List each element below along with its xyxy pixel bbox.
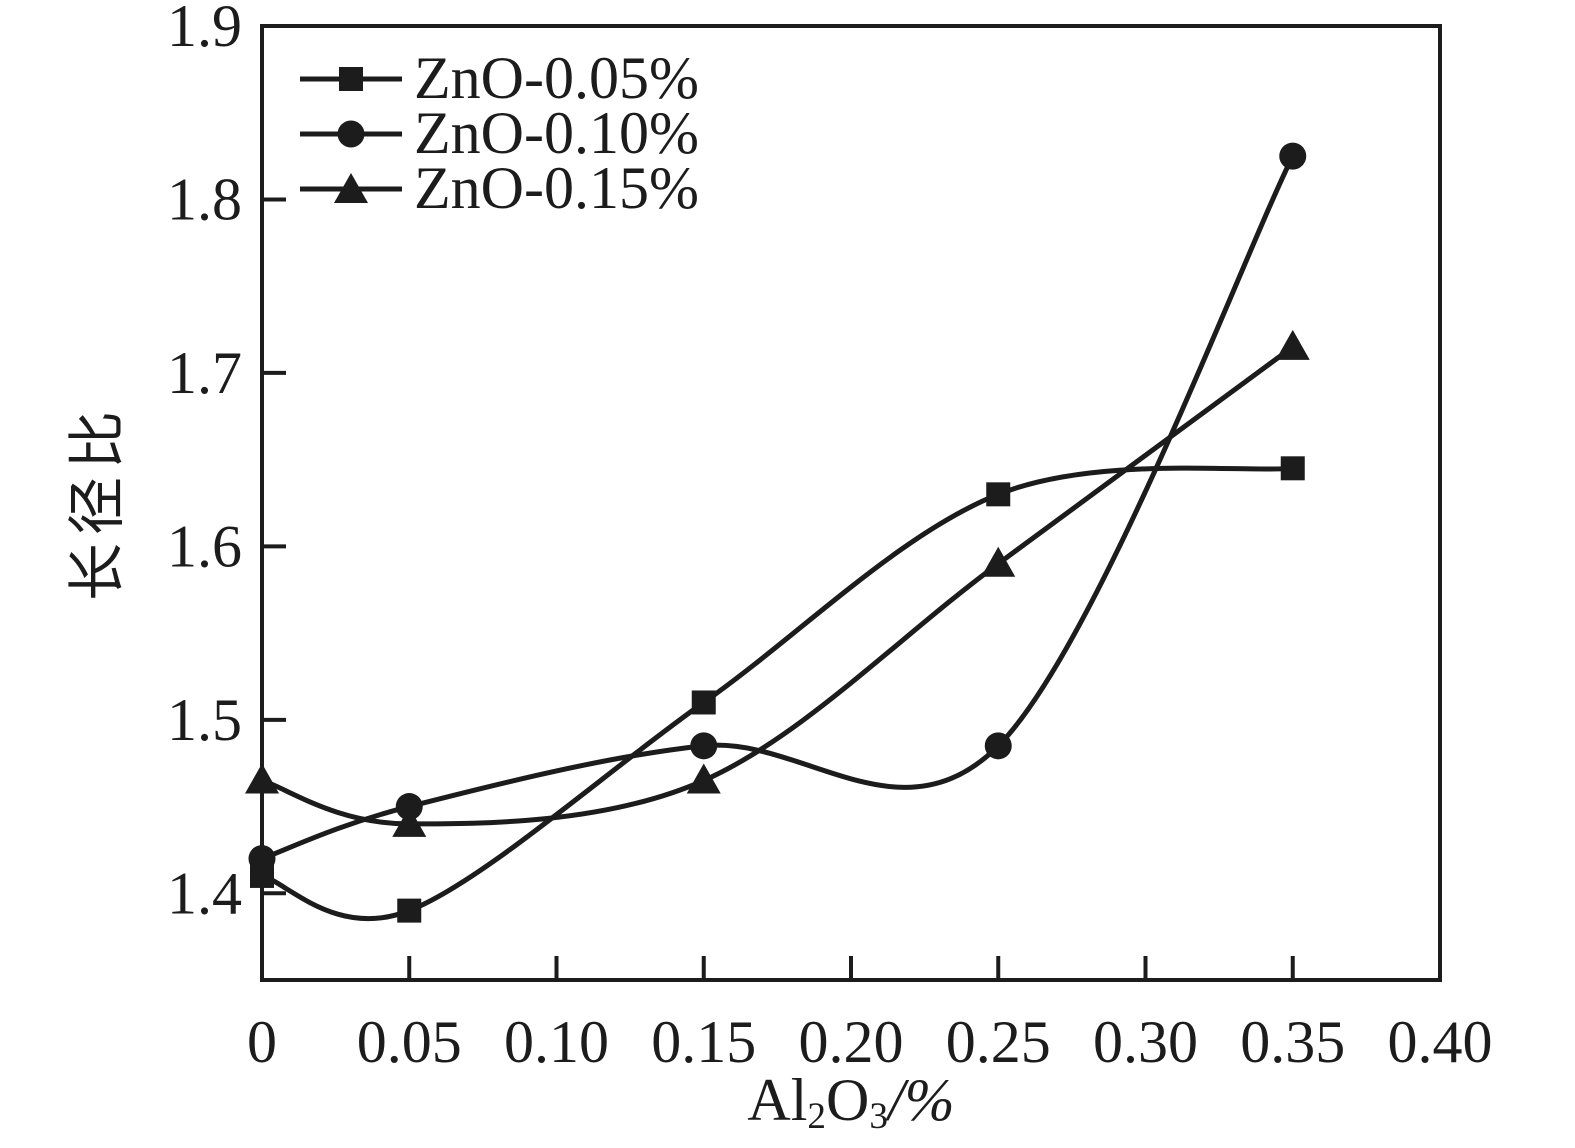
square-marker-icon bbox=[397, 898, 422, 923]
legend-item-zno-0.10: ZnO-0.10% bbox=[300, 100, 699, 166]
square-marker-icon bbox=[1280, 456, 1305, 481]
legend-item-zno-0.15: ZnO-0.15% bbox=[300, 155, 699, 221]
x-axis-label-unit: /% bbox=[887, 1067, 955, 1133]
legend: ZnO-0.05% ZnO-0.10% ZnO-0.15% bbox=[300, 45, 699, 221]
legend-label: ZnO-0.10% bbox=[414, 100, 699, 166]
series-line-ZnO-0.10% bbox=[259, 153, 1296, 862]
triangle-marker-icon bbox=[245, 763, 279, 794]
circle-marker-icon bbox=[248, 845, 276, 873]
legend-item-zno-0.05: ZnO-0.05% bbox=[300, 45, 699, 111]
x-tick-label: 0 bbox=[247, 1009, 277, 1075]
circle-marker-icon bbox=[1279, 142, 1307, 170]
circle-marker-icon bbox=[300, 120, 402, 147]
triangle-marker-icon bbox=[1275, 329, 1310, 360]
x-tick-label: 0.05 bbox=[357, 1009, 462, 1075]
circle-marker-icon bbox=[395, 793, 423, 821]
y-tick-label: 1.5 bbox=[167, 687, 242, 753]
y-tick-label: 1.9 bbox=[167, 0, 242, 59]
x-axis-label-text: Al bbox=[747, 1067, 808, 1133]
y-tick-label: 1.4 bbox=[167, 860, 242, 926]
legend-label: ZnO-0.15% bbox=[414, 155, 699, 221]
triangle-marker-icon bbox=[300, 172, 402, 203]
series-line-ZnO-0.15% bbox=[259, 344, 1296, 827]
triangle-marker-icon bbox=[686, 763, 721, 794]
x-axis-label-subscript: 3 bbox=[869, 1096, 888, 1138]
x-tick-label: 0.25 bbox=[946, 1009, 1051, 1075]
triangle-marker-icon bbox=[392, 806, 427, 837]
circle-marker-icon bbox=[984, 732, 1012, 760]
y-axis-label: 长径比 bbox=[65, 403, 130, 602]
x-tick-label: 0.10 bbox=[504, 1009, 609, 1075]
triangle-marker-icon bbox=[981, 546, 1016, 577]
x-tick-label: 0.40 bbox=[1388, 1009, 1493, 1075]
square-marker-icon bbox=[300, 66, 402, 91]
x-tick-label: 0.35 bbox=[1240, 1009, 1345, 1075]
circle-marker-icon bbox=[690, 732, 718, 760]
x-axis-label: Al2O3/% bbox=[262, 1067, 1440, 1135]
y-tick-label: 1.6 bbox=[167, 513, 242, 579]
square-marker-icon bbox=[691, 690, 716, 715]
x-tick-label: 0.30 bbox=[1093, 1009, 1198, 1075]
square-marker-icon bbox=[986, 482, 1011, 507]
x-tick-label: 0.15 bbox=[651, 1009, 756, 1075]
y-tick-label: 1.7 bbox=[167, 340, 242, 406]
x-axis-label-subscript: 2 bbox=[807, 1096, 826, 1138]
series-line-ZnO-0.05% bbox=[259, 465, 1296, 922]
x-axis-label-text: O bbox=[826, 1067, 870, 1133]
y-tick-label: 1.8 bbox=[167, 166, 242, 232]
x-tick-label: 0.20 bbox=[799, 1009, 904, 1075]
legend-label: ZnO-0.05% bbox=[414, 45, 699, 111]
